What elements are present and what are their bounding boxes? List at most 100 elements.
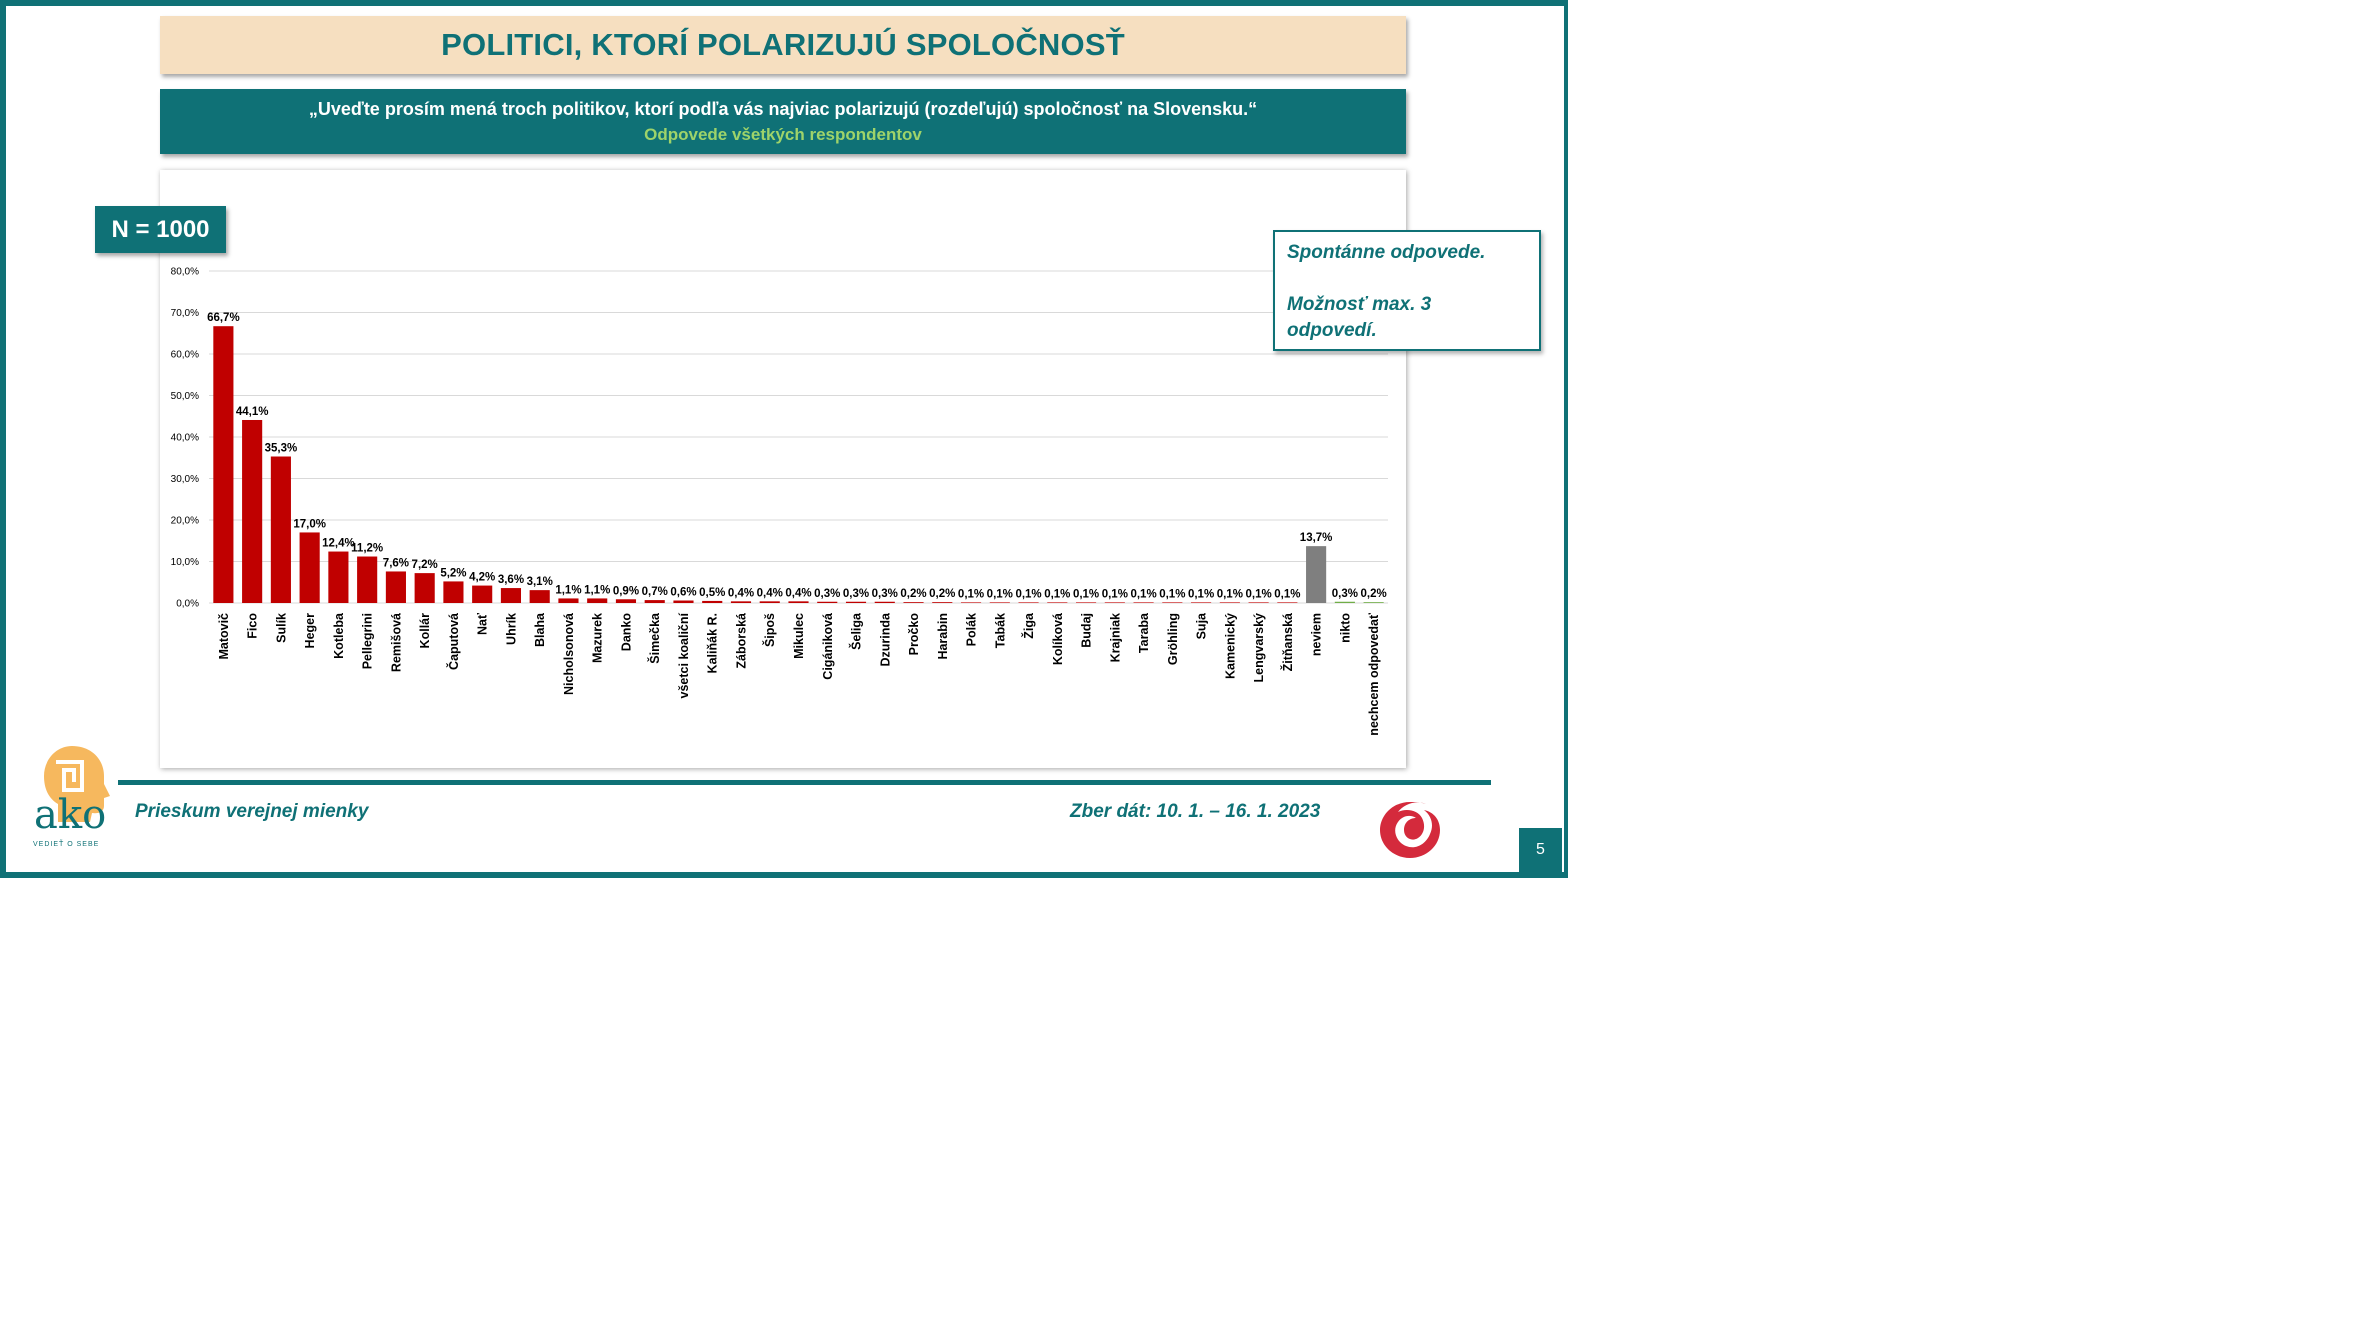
- data-label: 3,1%: [527, 576, 553, 588]
- y-tick-label: 60,0%: [171, 350, 199, 361]
- swirl-logo-icon: [1380, 802, 1440, 858]
- x-category-label: Pellegrini: [361, 613, 375, 669]
- bar: [1075, 602, 1097, 603]
- bar: [357, 556, 378, 603]
- data-label: 7,2%: [412, 559, 438, 571]
- data-label: 0,3%: [872, 588, 898, 600]
- data-label: 0,1%: [1274, 588, 1300, 600]
- bar: [788, 601, 809, 603]
- y-tick-label: 10,0%: [171, 557, 199, 568]
- question-text: „Uveďte prosím mená troch politikov, kto…: [308, 99, 1258, 119]
- x-category-label: Lengvarský: [1252, 613, 1266, 683]
- page-number: 5: [1519, 828, 1562, 872]
- sample-size-badge: N = 1000: [95, 206, 226, 253]
- data-label: 0,1%: [1044, 588, 1070, 600]
- data-label: 3,6%: [498, 574, 524, 586]
- bar: [529, 590, 550, 603]
- bar: [587, 598, 608, 603]
- x-category-label: Fico: [246, 613, 260, 639]
- bar: [500, 588, 522, 603]
- x-category-label: Šipoš: [762, 613, 777, 647]
- x-category-label: nikto: [1338, 613, 1352, 643]
- y-tick-label: 30,0%: [171, 474, 199, 485]
- note-box: Spontánne odpovede. Možnosť max. 3 odpov…: [1273, 230, 1541, 351]
- data-label: 0,6%: [670, 587, 696, 599]
- data-label: 0,1%: [1130, 588, 1156, 600]
- x-category-label: Blaha: [533, 612, 547, 647]
- data-label: 0,1%: [1245, 588, 1271, 600]
- x-category-label: Matovič: [217, 613, 231, 660]
- page-title: POLITICI, KTORÍ POLARIZUJÚ SPOLOČNOSŤ: [441, 27, 1125, 62]
- bar: [903, 602, 924, 603]
- data-label: 0,3%: [1332, 588, 1358, 600]
- bar: [1133, 602, 1154, 603]
- note-line-1: Spontánne odpovede.: [1287, 242, 1486, 263]
- x-category-label: Žitňanská: [1280, 613, 1295, 671]
- bar: [615, 599, 637, 603]
- title-banner: POLITICI, KTORÍ POLARIZUJÚ SPOLOČNOSŤ: [160, 16, 1406, 74]
- bar: [1018, 602, 1039, 603]
- bar: [443, 581, 464, 603]
- note-line-2: Možnosť max. 3: [1287, 294, 1432, 315]
- x-category-label: Kamenický: [1223, 613, 1237, 679]
- footer-date-range: Zber dát: 10. 1. – 16. 1. 2023: [1070, 801, 1321, 822]
- bar: [759, 601, 780, 603]
- data-label: 0,2%: [900, 588, 926, 600]
- data-label: 11,2%: [351, 543, 383, 555]
- data-label: 0,9%: [613, 585, 639, 597]
- y-tick-label: 0,0%: [176, 599, 199, 610]
- bar: [1277, 602, 1298, 603]
- x-category-label: Sulík: [274, 613, 288, 643]
- data-label: 0,1%: [1073, 588, 1099, 600]
- data-label: 0,1%: [987, 588, 1013, 600]
- x-category-label: Tabák: [993, 613, 1007, 648]
- logo-wordmark: ako: [34, 792, 107, 838]
- data-label: 0,4%: [785, 587, 811, 599]
- x-category-label: Pročko: [907, 613, 921, 656]
- footer-survey-label: Prieskum verejnej mienky: [135, 801, 369, 822]
- question-banner: „Uveďte prosím mená troch politikov, kto…: [160, 89, 1406, 154]
- x-category-label: Kotleba: [332, 612, 346, 659]
- chart-panel: [160, 170, 1406, 768]
- x-category-label: Nať: [476, 613, 490, 635]
- bar: [960, 602, 982, 603]
- note-line-3: odpovedí.: [1287, 320, 1377, 341]
- data-label: 44,1%: [236, 406, 269, 418]
- data-label: 35,3%: [265, 443, 298, 455]
- bar: [328, 551, 349, 603]
- logo-tagline: VEDIEŤ O SEBE: [33, 841, 100, 848]
- bar: [472, 585, 493, 603]
- data-label: 0,1%: [1188, 588, 1214, 600]
- x-category-label: Remišová: [389, 613, 403, 672]
- x-category-label: Gröhling: [1166, 613, 1180, 665]
- x-category-label: Danko: [619, 613, 633, 652]
- x-category-label: Nicholsonová: [562, 613, 576, 695]
- bar: [1306, 546, 1327, 603]
- bar: [558, 598, 579, 603]
- data-label: 0,1%: [1159, 588, 1185, 600]
- bar: [270, 456, 291, 603]
- bar: [385, 571, 406, 603]
- x-category-label: Harabin: [936, 613, 950, 660]
- bar: [1334, 601, 1355, 603]
- data-label: 0,1%: [958, 588, 984, 600]
- data-label: 0,1%: [1102, 588, 1128, 600]
- sample-size-text: N = 1000: [111, 215, 210, 243]
- data-label: 0,2%: [1361, 588, 1387, 600]
- data-label: 7,6%: [383, 557, 409, 569]
- data-label: 12,4%: [322, 538, 355, 550]
- data-label: 17,0%: [293, 518, 326, 530]
- x-category-label: Suja: [1195, 612, 1209, 639]
- bar: [299, 532, 320, 603]
- y-tick-label: 20,0%: [171, 516, 199, 527]
- x-category-label: Heger: [303, 613, 317, 649]
- bar: [1162, 602, 1183, 603]
- y-tick-label: 40,0%: [171, 433, 199, 444]
- x-category-label: Budaj: [1080, 613, 1094, 648]
- bar: [1219, 602, 1240, 603]
- x-category-label: Šimečka: [647, 612, 662, 664]
- bar: [1191, 602, 1212, 603]
- bar: [673, 600, 694, 603]
- x-category-label: Uhrík: [504, 613, 518, 645]
- ako-logo-icon: [44, 746, 110, 822]
